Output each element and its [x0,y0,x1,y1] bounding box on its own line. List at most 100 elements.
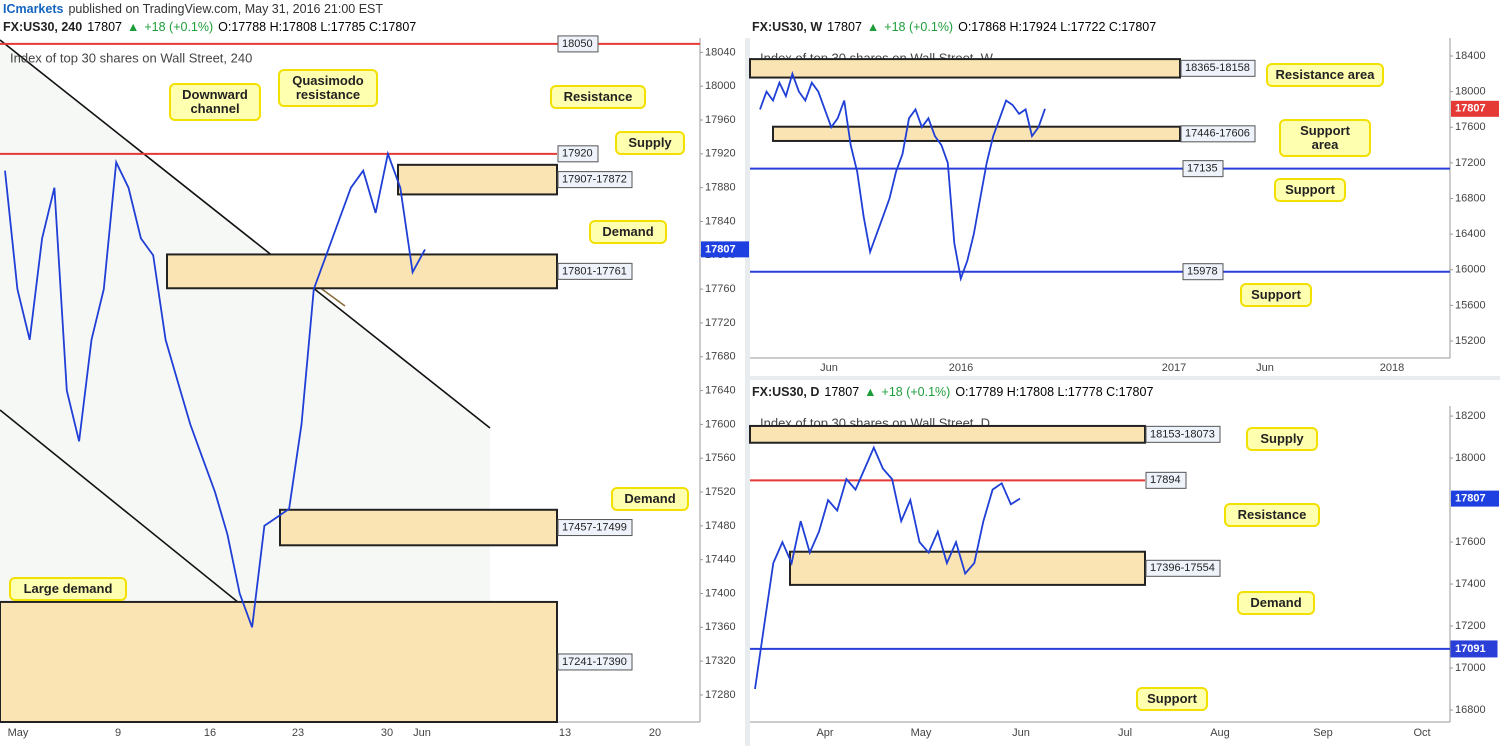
published: published on TradingView.com, May 31, 20… [68,2,384,16]
y-tick-label: 17600 [1455,536,1486,548]
level-label-box [557,35,599,53]
y-tick-label: 17600 [705,418,736,430]
channel-fill [0,40,490,630]
annotation: Demand [589,220,667,244]
price-line [754,445,1021,690]
y-tick-label: 15600 [1455,299,1486,311]
symbol-row: FX:US30, 240 17807 ▲ +18 (+0.1%) O:17788 H:1… [3,20,416,34]
y-tick-label: 17960 [705,114,736,126]
last-price: 17807 [824,385,860,399]
annotation: Supply [1246,427,1318,451]
annotation: Quasimodo resistance [278,69,378,107]
y-tick-label: 17480 [705,520,736,532]
symbol-row: FX:US30, W 17807 ▲ +18 (+0.1%) O:17868 H:179… [752,20,1156,34]
change: ▲ [864,385,877,399]
brand: ICmarkets [3,2,64,16]
change: +18 (+0.1%) [881,385,951,399]
zone-label: 17907-17872 [562,174,627,186]
zone [749,424,1146,444]
level-label-box [557,145,599,163]
zone-label: 18365-18158 [1185,62,1250,74]
y-tick-label: 17400 [705,587,736,599]
chart-title: Index of top 30 shares on Wall Street, 2… [10,50,252,65]
annotation: Large demand [9,577,127,601]
level-label: 17091 [1455,643,1486,655]
zone-label-box [1145,425,1221,443]
change: ▲ [126,20,140,34]
annotation: Support [1136,687,1208,711]
x-tick-label: 20 [649,727,661,739]
x-tick-label: May [8,727,29,739]
zone-label-box [1180,59,1256,77]
y-tick-label: 17280 [705,689,736,701]
x-tick-label: Jun [820,362,838,374]
y-tick-label: 17680 [705,351,736,363]
zone-label: 17457-17499 [562,521,627,533]
x-tick-label: 13 [559,727,571,739]
header-bar-d [750,380,1500,404]
last-price-label: 17807 [1455,103,1486,115]
last-price: 17807 [827,20,862,34]
zone-label-box [557,519,633,537]
y-tick-label: 15200 [1455,335,1486,347]
last-price-badge [1451,490,1499,507]
x-tick-label: Oct [1413,727,1430,739]
zone [789,550,1146,586]
ohlc: O:17788 H:17808 L:17785 C:17807 [218,20,417,34]
x-tick-label: 16 [204,727,216,739]
zone-label: 17241-17390 [562,656,627,668]
last-price-label: 17807 [1455,493,1486,505]
y-tick-label: 18200 [1455,410,1486,422]
annotation: Demand [1237,591,1315,615]
zone [772,125,1181,142]
y-tick-label: 17320 [705,655,736,667]
symbol-row: FX:US30, D 17807 ▲ +18 (+0.1%) O:17789 H:178… [752,385,1153,399]
y-tick-label: 17440 [705,554,736,566]
y-tick-label: 17760 [705,283,736,295]
x-tick-label: Jun [1256,362,1274,374]
zone [397,163,558,196]
symbol: FX:US30, W [752,20,823,34]
y-tick-label: 18000 [705,80,736,92]
ohlc: O:17868 H:17924 L:17722 C:17807 [958,20,1157,34]
y-tick-label: 17200 [1455,620,1486,632]
zone-label-box [557,653,633,671]
header-bar [0,0,1500,38]
price-line [759,70,1046,283]
x-tick-label: Sep [1313,727,1333,739]
annotation: Support [1240,283,1312,307]
y-tick-label: 18000 [1455,452,1486,464]
symbol: FX:US30, D [752,385,820,399]
x-tick-label: 2018 [1380,362,1404,374]
channel-line [0,409,276,633]
y-tick-label: 17200 [1455,157,1486,169]
zone-label: 17396-17554 [1150,562,1215,574]
zone-label-box [1145,559,1221,577]
y-tick-label: 17640 [705,384,736,396]
annotation: Support area [1279,119,1371,157]
y-tick-label: 17600 [1455,121,1486,133]
level-label-box [1450,640,1498,658]
y-tick-label: 16000 [1455,264,1486,276]
level-label-box [1182,263,1224,281]
price-line [4,150,426,628]
zone [0,600,558,724]
level-label: 15978 [1187,266,1218,278]
level-label: 17894 [1150,474,1181,486]
zone [279,508,558,547]
annotation: Support [1274,178,1346,202]
level-label-box [1145,471,1187,489]
x-tick-label: Jul [1118,727,1132,739]
level-label: 17135 [1187,163,1218,175]
zone [166,253,558,290]
last-price-badge [701,241,749,258]
annotation: Downward channel [169,83,261,121]
y-tick-label: 17880 [705,182,736,194]
y-tick-label: 17360 [705,621,736,633]
level-label: 17920 [562,148,593,160]
zone-label: 17801-17761 [562,265,627,277]
annotation: Supply [615,131,685,155]
annotation: Resistance [550,85,646,109]
y-tick-label: 16800 [1455,192,1486,204]
